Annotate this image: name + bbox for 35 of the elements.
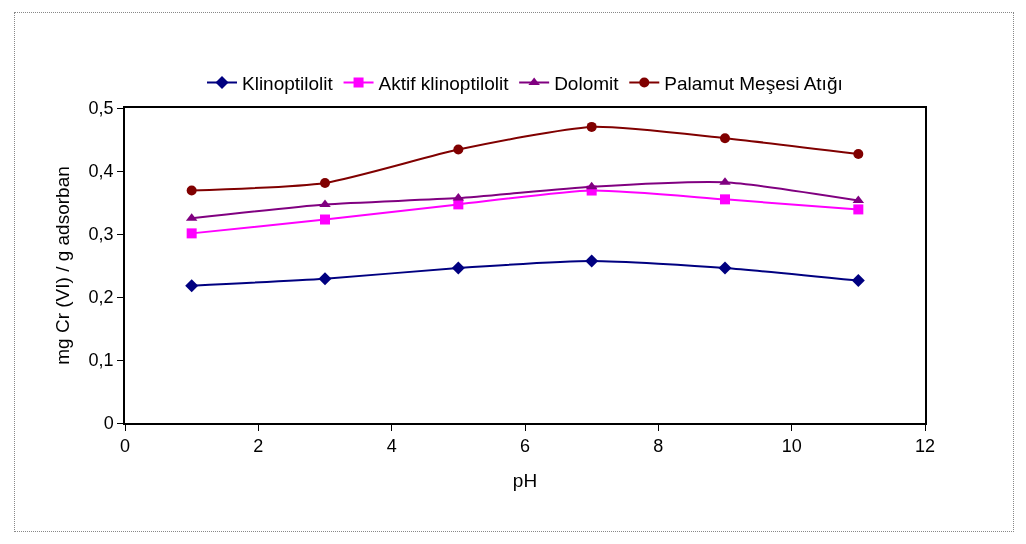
- point: [720, 133, 730, 144]
- point: [586, 121, 597, 132]
- point: [718, 261, 732, 275]
- x-tick-label: 6: [519, 436, 531, 457]
- legend-label: Klinoptilolit: [242, 72, 334, 94]
- point: [720, 194, 730, 205]
- point: [185, 279, 199, 293]
- x-axis-title: pH: [512, 469, 538, 491]
- y-tick-label: 0,1: [88, 350, 114, 371]
- y-tick-label: 0,4: [88, 161, 114, 182]
- y-tick-label: 0,5: [88, 98, 114, 119]
- point: [585, 254, 599, 268]
- x-tick-label: 12: [914, 436, 936, 457]
- x-tick-label: 0: [119, 436, 131, 457]
- x-tick-label: 10: [781, 436, 802, 457]
- y-axis-title: mg Cr (VI) / g adsorban: [51, 166, 73, 365]
- y-tick-label: 0,3: [88, 224, 114, 245]
- point: [851, 274, 865, 288]
- y-tick-label: 0: [103, 413, 114, 434]
- point: [453, 144, 464, 155]
- point: [853, 148, 864, 159]
- y-tick-label: 0,2: [88, 287, 114, 308]
- point: [186, 185, 197, 196]
- legend-label: Aktif klinoptilolit: [378, 72, 510, 94]
- x-tick-label: 2: [253, 436, 264, 457]
- x-tick-label: 4: [386, 436, 397, 457]
- point: [320, 214, 330, 225]
- point: [318, 272, 332, 286]
- legend-label: Palamut Meşesi Atığı: [664, 72, 843, 94]
- point: [320, 177, 330, 188]
- point: [451, 261, 465, 275]
- legend-label: Dolomit: [554, 72, 620, 94]
- point: [186, 228, 197, 239]
- x-tick-label: 8: [653, 436, 664, 457]
- point: [853, 204, 864, 215]
